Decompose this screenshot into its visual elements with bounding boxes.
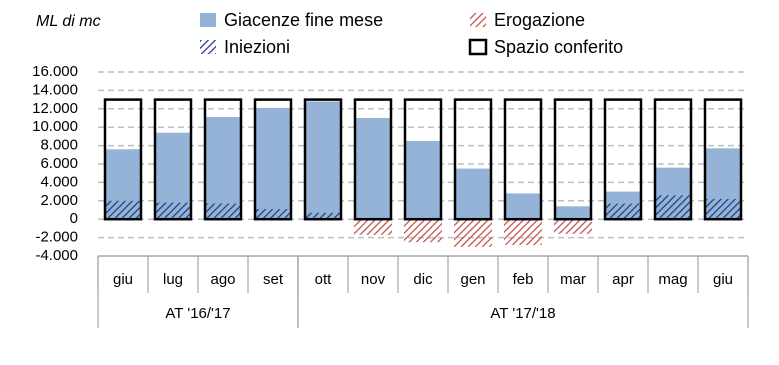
legend-label: Spazio conferito bbox=[494, 37, 623, 57]
x-tick-label: nov bbox=[361, 271, 386, 288]
bar bbox=[353, 98, 393, 221]
y-tick-label: 6.000 bbox=[40, 155, 78, 172]
group-label: AT '17/'18 bbox=[490, 305, 555, 322]
bar bbox=[553, 98, 593, 221]
x-tick-label: feb bbox=[513, 271, 534, 288]
bar bbox=[704, 198, 742, 220]
bar bbox=[303, 98, 343, 221]
bar bbox=[554, 219, 592, 234]
bar bbox=[454, 219, 492, 247]
bar bbox=[554, 206, 592, 220]
bar bbox=[203, 98, 243, 221]
legend-swatch bbox=[200, 13, 216, 27]
x-tick-label: apr bbox=[612, 271, 634, 288]
x-tick-label: giu bbox=[113, 271, 133, 288]
x-tick-label: gen bbox=[460, 271, 485, 288]
bar bbox=[354, 118, 392, 220]
bar bbox=[154, 202, 192, 220]
y-tick-label: 2.000 bbox=[40, 192, 78, 209]
bar bbox=[104, 200, 142, 220]
bar bbox=[454, 168, 492, 220]
bar bbox=[204, 117, 242, 220]
legend-swatch bbox=[470, 13, 486, 27]
x-tick-label: ott bbox=[315, 271, 333, 288]
x-tick-label: set bbox=[263, 271, 284, 288]
bar bbox=[404, 219, 442, 243]
x-tick-label: dic bbox=[413, 271, 433, 288]
x-tick-label: mar bbox=[560, 271, 586, 288]
y-tick-label: 0 bbox=[70, 210, 78, 227]
bar bbox=[103, 98, 143, 221]
legend-swatch bbox=[468, 38, 488, 56]
bar bbox=[503, 98, 543, 221]
y-tick-label: 14.000 bbox=[32, 81, 78, 98]
bar bbox=[153, 98, 193, 221]
x-tick-label: lug bbox=[163, 271, 183, 288]
bar bbox=[504, 193, 542, 220]
y-tick-label: -4.000 bbox=[35, 247, 78, 264]
bar bbox=[354, 219, 392, 235]
bar bbox=[603, 98, 643, 221]
x-tick-label: ago bbox=[210, 271, 235, 288]
bar bbox=[204, 203, 242, 220]
bar bbox=[703, 98, 743, 221]
bar bbox=[404, 141, 442, 220]
bar bbox=[253, 98, 293, 221]
legend-swatch bbox=[200, 40, 216, 54]
bar bbox=[304, 101, 342, 220]
legend-label: Iniezioni bbox=[224, 37, 290, 57]
y-tick-label: 10.000 bbox=[32, 118, 78, 135]
group-label: AT '16/'17 bbox=[165, 305, 230, 322]
bar bbox=[453, 98, 493, 221]
bar bbox=[604, 203, 642, 220]
y-tick-label: 16.000 bbox=[32, 63, 78, 80]
y-tick-label: 8.000 bbox=[40, 137, 78, 154]
y-tick-label: 12.000 bbox=[32, 100, 78, 117]
bar bbox=[254, 209, 292, 220]
x-tick-label: giu bbox=[713, 271, 733, 288]
bar bbox=[304, 212, 342, 220]
x-tick-label: mag bbox=[658, 271, 687, 288]
y-tick-label: -2.000 bbox=[35, 229, 78, 246]
y-tick-label: 4.000 bbox=[40, 173, 78, 190]
bar bbox=[254, 107, 292, 220]
legend-label: Giacenze fine mese bbox=[224, 10, 383, 30]
bar bbox=[653, 98, 693, 221]
legend-label: Erogazione bbox=[494, 10, 585, 30]
y-axis-unit: ML di mc bbox=[36, 13, 101, 30]
bar bbox=[654, 195, 692, 220]
bar bbox=[504, 219, 542, 245]
bar bbox=[403, 98, 443, 221]
